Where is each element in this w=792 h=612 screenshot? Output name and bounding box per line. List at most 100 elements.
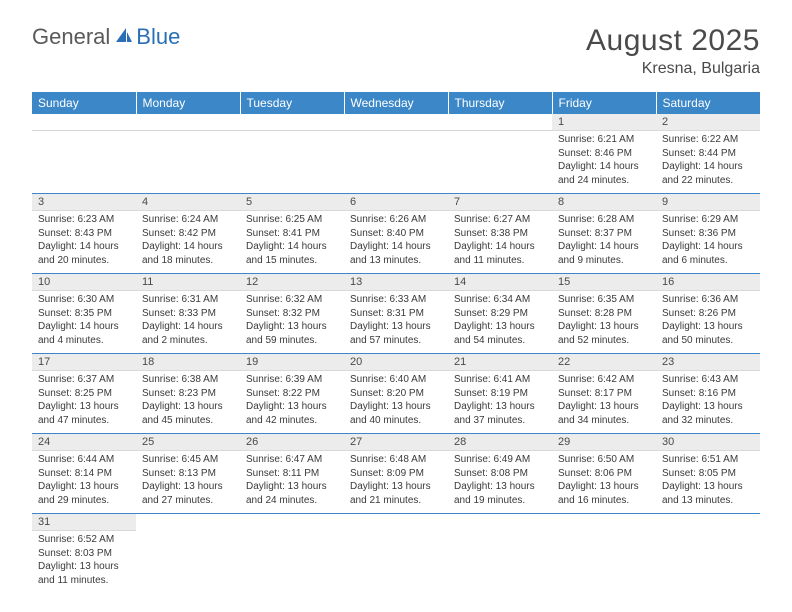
logo-text-blue: Blue: [136, 24, 180, 50]
sunrise-text: Sunrise: 6:45 AM: [142, 453, 234, 467]
weekday-header: Tuesday: [240, 92, 344, 114]
day-info-cell: [240, 131, 344, 194]
day-info-cell: Sunrise: 6:48 AMSunset: 8:09 PMDaylight:…: [344, 451, 448, 514]
daylight-text: Daylight: 13 hours and 13 minutes.: [662, 480, 754, 507]
sunrise-text: Sunrise: 6:26 AM: [350, 213, 442, 227]
sunrise-text: Sunrise: 6:44 AM: [38, 453, 130, 467]
sunrise-text: Sunrise: 6:34 AM: [454, 293, 546, 307]
day-info-cell: Sunrise: 6:52 AMSunset: 8:03 PMDaylight:…: [32, 531, 136, 594]
sunrise-text: Sunrise: 6:38 AM: [142, 373, 234, 387]
weekday-header: Wednesday: [344, 92, 448, 114]
day-number-cell: [552, 514, 656, 531]
day-info-cell: Sunrise: 6:32 AMSunset: 8:32 PMDaylight:…: [240, 291, 344, 354]
day-number-cell: 14: [448, 274, 552, 291]
location: Kresna, Bulgaria: [586, 60, 760, 78]
daylight-text: Daylight: 13 hours and 40 minutes.: [350, 400, 442, 427]
day-number-cell: 1: [552, 114, 656, 131]
day-info-cell: [552, 531, 656, 594]
daylight-text: Daylight: 13 hours and 21 minutes.: [350, 480, 442, 507]
day-number-cell: 20: [344, 354, 448, 371]
daylight-text: Daylight: 13 hours and 32 minutes.: [662, 400, 754, 427]
day-number-row: 24252627282930: [32, 434, 760, 451]
day-number-cell: [136, 114, 240, 131]
daylight-text: Daylight: 13 hours and 57 minutes.: [350, 320, 442, 347]
weekday-header: Sunday: [32, 92, 136, 114]
day-number-cell: 9: [656, 194, 760, 211]
day-number-cell: 8: [552, 194, 656, 211]
day-number-cell: [656, 514, 760, 531]
sunrise-text: Sunrise: 6:50 AM: [558, 453, 650, 467]
daylight-text: Daylight: 13 hours and 54 minutes.: [454, 320, 546, 347]
logo-text-general: General: [32, 24, 110, 50]
day-info-cell: Sunrise: 6:22 AMSunset: 8:44 PMDaylight:…: [656, 131, 760, 194]
sunrise-text: Sunrise: 6:52 AM: [38, 533, 130, 547]
day-info-cell: Sunrise: 6:38 AMSunset: 8:23 PMDaylight:…: [136, 371, 240, 434]
day-info-cell: [136, 531, 240, 594]
sunrise-text: Sunrise: 6:43 AM: [662, 373, 754, 387]
daylight-text: Daylight: 14 hours and 6 minutes.: [662, 240, 754, 267]
day-info-row: Sunrise: 6:23 AMSunset: 8:43 PMDaylight:…: [32, 211, 760, 274]
day-info-cell: Sunrise: 6:35 AMSunset: 8:28 PMDaylight:…: [552, 291, 656, 354]
daylight-text: Daylight: 13 hours and 27 minutes.: [142, 480, 234, 507]
daylight-text: Daylight: 14 hours and 15 minutes.: [246, 240, 338, 267]
daylight-text: Daylight: 14 hours and 9 minutes.: [558, 240, 650, 267]
day-info-cell: Sunrise: 6:42 AMSunset: 8:17 PMDaylight:…: [552, 371, 656, 434]
daylight-text: Daylight: 14 hours and 11 minutes.: [454, 240, 546, 267]
day-number-cell: [448, 114, 552, 131]
sunset-text: Sunset: 8:44 PM: [662, 147, 754, 161]
day-info-cell: Sunrise: 6:50 AMSunset: 8:06 PMDaylight:…: [552, 451, 656, 514]
sunset-text: Sunset: 8:42 PM: [142, 227, 234, 241]
day-number-cell: 10: [32, 274, 136, 291]
day-info-cell: Sunrise: 6:51 AMSunset: 8:05 PMDaylight:…: [656, 451, 760, 514]
day-info-cell: Sunrise: 6:47 AMSunset: 8:11 PMDaylight:…: [240, 451, 344, 514]
sunset-text: Sunset: 8:36 PM: [662, 227, 754, 241]
sunrise-text: Sunrise: 6:37 AM: [38, 373, 130, 387]
sunrise-text: Sunrise: 6:47 AM: [246, 453, 338, 467]
day-number-cell: 11: [136, 274, 240, 291]
daylight-text: Daylight: 13 hours and 37 minutes.: [454, 400, 546, 427]
sunrise-text: Sunrise: 6:21 AM: [558, 133, 650, 147]
day-info-row: Sunrise: 6:37 AMSunset: 8:25 PMDaylight:…: [32, 371, 760, 434]
sunset-text: Sunset: 8:31 PM: [350, 307, 442, 321]
day-number-cell: 29: [552, 434, 656, 451]
sunrise-text: Sunrise: 6:22 AM: [662, 133, 754, 147]
daylight-text: Daylight: 13 hours and 16 minutes.: [558, 480, 650, 507]
sunset-text: Sunset: 8:13 PM: [142, 467, 234, 481]
sunset-text: Sunset: 8:29 PM: [454, 307, 546, 321]
day-info-cell: Sunrise: 6:43 AMSunset: 8:16 PMDaylight:…: [656, 371, 760, 434]
sunrise-text: Sunrise: 6:51 AM: [662, 453, 754, 467]
daylight-text: Daylight: 14 hours and 18 minutes.: [142, 240, 234, 267]
day-number-row: 10111213141516: [32, 274, 760, 291]
day-info-cell: Sunrise: 6:34 AMSunset: 8:29 PMDaylight:…: [448, 291, 552, 354]
daylight-text: Daylight: 14 hours and 20 minutes.: [38, 240, 130, 267]
calendar-table: SundayMondayTuesdayWednesdayThursdayFrid…: [32, 92, 760, 593]
logo-sail-icon: [114, 24, 134, 50]
weekday-header: Friday: [552, 92, 656, 114]
day-number-cell: 2: [656, 114, 760, 131]
daylight-text: Daylight: 13 hours and 47 minutes.: [38, 400, 130, 427]
weekday-header: Saturday: [656, 92, 760, 114]
day-number-cell: [240, 114, 344, 131]
day-number-cell: 18: [136, 354, 240, 371]
day-info-row: Sunrise: 6:21 AMSunset: 8:46 PMDaylight:…: [32, 131, 760, 194]
sunset-text: Sunset: 8:20 PM: [350, 387, 442, 401]
day-info-cell: Sunrise: 6:24 AMSunset: 8:42 PMDaylight:…: [136, 211, 240, 274]
day-info-cell: Sunrise: 6:30 AMSunset: 8:35 PMDaylight:…: [32, 291, 136, 354]
sunset-text: Sunset: 8:35 PM: [38, 307, 130, 321]
sunset-text: Sunset: 8:23 PM: [142, 387, 234, 401]
day-number-cell: 15: [552, 274, 656, 291]
day-number-cell: 7: [448, 194, 552, 211]
sunset-text: Sunset: 8:05 PM: [662, 467, 754, 481]
day-info-cell: [136, 131, 240, 194]
sunset-text: Sunset: 8:25 PM: [38, 387, 130, 401]
day-number-cell: 30: [656, 434, 760, 451]
header: General Blue August 2025 Kresna, Bulgari…: [32, 24, 760, 78]
day-number-cell: 23: [656, 354, 760, 371]
sunset-text: Sunset: 8:33 PM: [142, 307, 234, 321]
sunset-text: Sunset: 8:38 PM: [454, 227, 546, 241]
sunset-text: Sunset: 8:09 PM: [350, 467, 442, 481]
day-number-row: 12: [32, 114, 760, 131]
day-number-cell: 25: [136, 434, 240, 451]
daylight-text: Daylight: 13 hours and 50 minutes.: [662, 320, 754, 347]
sunrise-text: Sunrise: 6:31 AM: [142, 293, 234, 307]
